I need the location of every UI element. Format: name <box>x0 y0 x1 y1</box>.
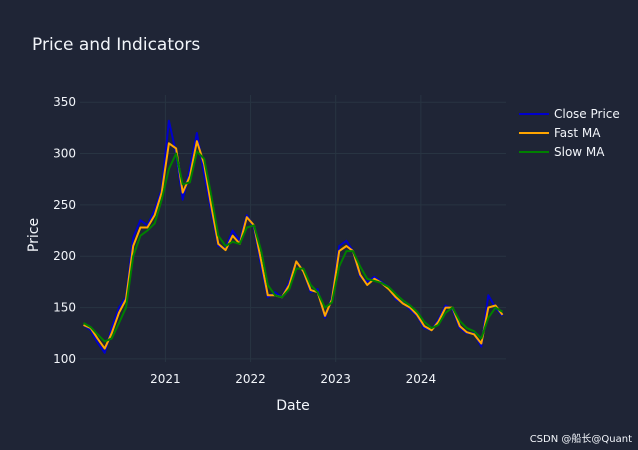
y-tick-label: 350 <box>53 95 76 109</box>
y-tick-label: 100 <box>53 352 76 366</box>
legend-label: Close Price <box>554 107 620 121</box>
series-lines <box>82 119 504 354</box>
watermark: CSDN @船长@Quant <box>530 432 632 445</box>
x-tick-label: 2024 <box>406 372 437 386</box>
legend-label: Slow MA <box>554 145 605 159</box>
y-tick-label: 300 <box>53 147 76 161</box>
series-line-fast-ma <box>83 140 504 350</box>
series-line-slow-ma <box>83 150 504 343</box>
y-tick-label: 200 <box>53 249 76 263</box>
legend-item-close-price[interactable]: Close Price <box>519 107 620 121</box>
chart-title: Price and Indicators <box>32 35 200 55</box>
x-tick-label: 2023 <box>320 372 351 386</box>
x-tick-label: 2021 <box>150 372 181 386</box>
x-axis-title: Date <box>276 398 309 414</box>
legend-label: Fast MA <box>554 126 601 140</box>
y-axis-title: Price <box>26 218 42 252</box>
x-tick-label: 2022 <box>235 372 266 386</box>
y-tick-label: 250 <box>53 198 76 212</box>
axis-ticks: 100 150 200 250 300 350 2021 2022 2023 2024 <box>53 95 436 386</box>
legend[interactable]: Close Price Fast MA Slow MA <box>519 107 620 159</box>
y-tick-label: 150 <box>53 301 76 315</box>
legend-item-slow-ma[interactable]: Slow MA <box>519 145 605 159</box>
legend-item-fast-ma[interactable]: Fast MA <box>519 126 601 140</box>
